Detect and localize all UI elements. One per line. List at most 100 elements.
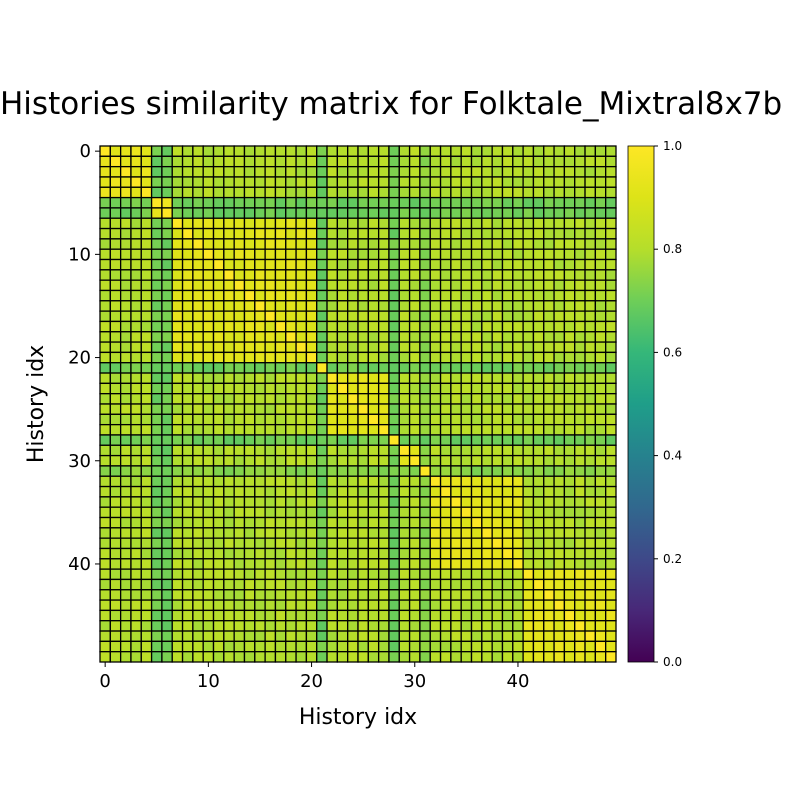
heatmap-cell xyxy=(171,310,184,323)
heatmap-cell xyxy=(161,413,173,426)
heatmap-cell xyxy=(316,475,328,488)
heatmap-cell xyxy=(119,393,132,405)
heatmap-cell xyxy=(501,269,514,281)
heatmap-cell xyxy=(419,145,431,157)
heatmap-cell xyxy=(326,640,339,653)
heatmap-cell xyxy=(605,217,617,230)
heatmap-cell xyxy=(532,403,545,415)
heatmap-cell xyxy=(532,423,545,436)
heatmap-cell xyxy=(181,145,194,157)
heatmap-cell xyxy=(347,227,359,240)
heatmap-cell xyxy=(150,630,163,643)
heatmap-cell xyxy=(99,651,111,663)
heatmap-cell xyxy=(512,547,524,560)
heatmap-cell xyxy=(326,527,339,539)
heatmap-cell xyxy=(99,362,111,374)
heatmap-cell xyxy=(202,331,215,343)
heatmap-cell xyxy=(512,630,524,643)
heatmap-cell xyxy=(553,454,566,467)
heatmap-cell xyxy=(223,269,235,281)
heatmap-cell xyxy=(419,176,431,188)
heatmap-cell xyxy=(367,620,380,632)
heatmap-cell xyxy=(326,351,339,364)
heatmap-cell xyxy=(202,485,215,498)
heatmap-cell xyxy=(439,578,452,591)
heatmap-cell xyxy=(460,454,473,467)
heatmap-cell xyxy=(532,620,545,632)
heatmap-cell xyxy=(140,454,153,467)
heatmap-cell xyxy=(316,578,328,591)
heatmap-cell xyxy=(109,465,122,477)
heatmap-cell xyxy=(460,382,473,395)
heatmap-cell xyxy=(419,578,431,591)
heatmap-cell xyxy=(316,196,328,209)
heatmap-cell xyxy=(574,609,586,622)
heatmap-cell xyxy=(553,496,566,508)
heatmap-cell xyxy=(594,413,607,426)
heatmap-cell xyxy=(460,640,473,653)
heatmap-cell xyxy=(150,578,163,591)
heatmap-cell xyxy=(563,217,576,230)
heatmap-cell xyxy=(202,630,215,643)
heatmap-cell xyxy=(460,403,473,415)
heatmap-cell xyxy=(584,651,597,663)
heatmap-cell xyxy=(223,403,235,415)
heatmap-cell xyxy=(450,589,462,601)
heatmap-cell xyxy=(326,269,339,281)
heatmap-cell xyxy=(388,609,400,622)
heatmap-cell xyxy=(594,186,607,199)
heatmap-cell xyxy=(223,465,235,477)
heatmap-cell xyxy=(450,558,462,570)
heatmap-cell xyxy=(543,444,555,457)
heatmap-cell xyxy=(594,558,607,570)
heatmap-cell xyxy=(388,589,400,601)
heatmap-cell xyxy=(316,289,328,302)
heatmap-cell xyxy=(316,393,328,405)
heatmap-cell xyxy=(223,496,235,508)
heatmap-cell xyxy=(491,454,504,467)
heatmap-cell xyxy=(99,351,111,364)
heatmap-cell xyxy=(388,186,400,199)
heatmap-cell xyxy=(574,403,586,415)
heatmap-cell xyxy=(543,651,555,663)
heatmap-cell xyxy=(161,620,173,632)
heatmap-cell xyxy=(470,609,483,622)
heatmap-cell xyxy=(584,238,597,250)
heatmap-cell xyxy=(563,393,576,405)
heatmap-cell xyxy=(233,227,246,240)
chart-title: Histories similarity matrix for Folktale… xyxy=(0,86,783,122)
heatmap-cell xyxy=(150,341,163,354)
heatmap-cell xyxy=(295,537,308,550)
heatmap-cell xyxy=(274,413,287,426)
heatmap-cell xyxy=(264,269,277,281)
heatmap-cell xyxy=(605,331,617,343)
heatmap-cell xyxy=(429,331,442,343)
heatmap-cell xyxy=(161,145,173,157)
heatmap-cell xyxy=(543,589,555,601)
heatmap-cell xyxy=(233,578,246,591)
heatmap-cell xyxy=(212,640,225,653)
heatmap-cell xyxy=(181,444,194,457)
heatmap-cell xyxy=(398,558,411,570)
heatmap-cell xyxy=(377,568,390,581)
heatmap-cell xyxy=(326,465,339,477)
heatmap-cell xyxy=(109,599,122,612)
heatmap-cell xyxy=(357,289,369,302)
heatmap-cell xyxy=(408,434,421,446)
heatmap-cell xyxy=(512,382,524,395)
heatmap-cell xyxy=(316,651,328,663)
heatmap-cell xyxy=(150,434,163,446)
heatmap-cell xyxy=(99,196,111,209)
heatmap-cell xyxy=(388,475,400,488)
heatmap-cell xyxy=(140,599,153,612)
heatmap-cell xyxy=(491,217,504,230)
heatmap-cell xyxy=(605,537,617,550)
heatmap-cell xyxy=(460,568,473,581)
heatmap-cell xyxy=(398,527,411,539)
heatmap-cell xyxy=(130,207,142,219)
heatmap-cell xyxy=(243,516,256,529)
heatmap-cell xyxy=(460,279,473,292)
heatmap-cell xyxy=(491,238,504,250)
heatmap-cell xyxy=(357,372,369,385)
heatmap-cell xyxy=(439,403,452,415)
